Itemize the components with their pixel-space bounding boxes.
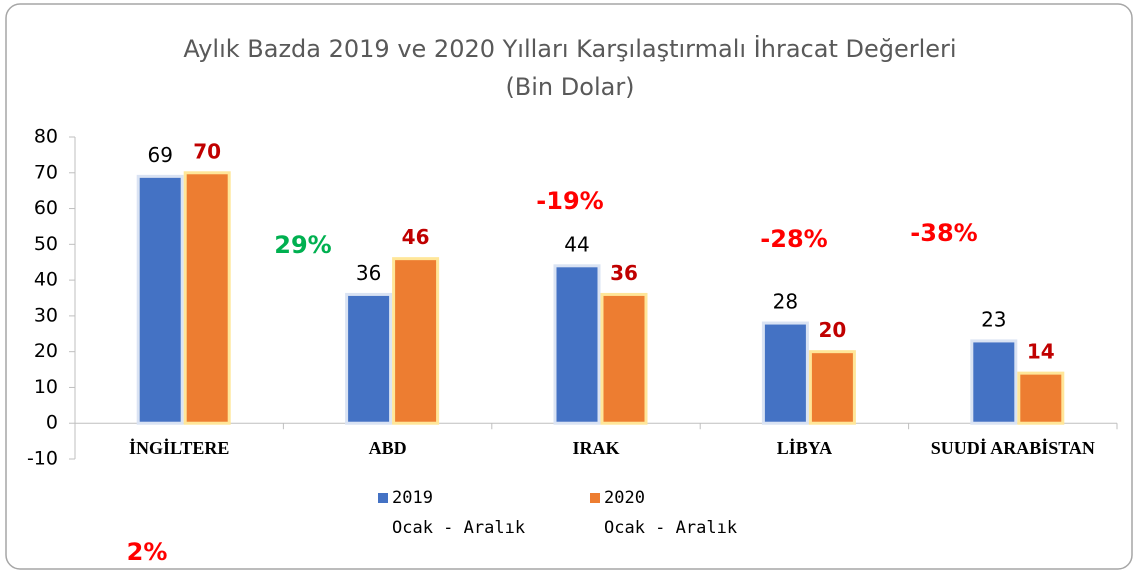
bar: [761, 321, 809, 425]
chart-subtitle: (Bin Dolar): [505, 73, 634, 101]
legend-label: 2019 Ocak - Aralık: [392, 488, 526, 538]
value-label: 70: [193, 139, 221, 163]
annotation: -28%: [760, 225, 827, 253]
legend-label: 2020 Ocak - Aralık: [604, 488, 738, 538]
bar: [1017, 371, 1065, 425]
y-tick-label: 0: [46, 412, 58, 434]
x-tick-label: ABD: [369, 438, 407, 458]
x-tick-label: IRAK: [572, 438, 619, 458]
bar: [136, 174, 184, 425]
value-label: 44: [564, 232, 589, 256]
annotation: -19%: [536, 187, 603, 215]
annotation: 2%: [127, 538, 168, 566]
bar: [808, 350, 856, 425]
y-tick-label: 50: [34, 233, 58, 255]
value-label: 20: [818, 318, 846, 342]
legend-swatch: [590, 493, 600, 503]
y-tick-label: 40: [34, 269, 58, 291]
annotation: -38%: [910, 219, 977, 247]
y-tick-label: -10: [27, 448, 58, 470]
annotation: 29%: [274, 231, 331, 259]
legend-swatch: [378, 493, 388, 503]
value-label: 36: [610, 261, 638, 285]
y-tick-label: 60: [34, 197, 58, 219]
bar: [600, 292, 648, 425]
x-tick-label: İNGİLTERE: [129, 438, 229, 458]
value-label: 36: [356, 261, 381, 285]
value-label: 46: [402, 225, 430, 249]
y-tick-label: 10: [34, 376, 58, 398]
bar: [345, 292, 393, 425]
y-tick-label: 30: [34, 304, 58, 326]
x-tick-label: SUUDİ ARABİSTAN: [931, 438, 1095, 458]
bar: [392, 257, 440, 425]
value-label: 28: [773, 290, 798, 314]
value-label: 23: [981, 307, 1006, 331]
y-tick-label: 80: [34, 126, 58, 148]
value-label: 69: [147, 143, 172, 167]
x-tick-label: LİBYA: [777, 438, 832, 458]
y-tick-label: 20: [34, 340, 58, 362]
value-label: 14: [1027, 340, 1055, 364]
bar: [553, 264, 601, 425]
chart-title: Aylık Bazda 2019 ve 2020 Yılları Karşıla…: [183, 34, 956, 63]
bar: [970, 339, 1018, 425]
y-tick-label: 70: [34, 161, 58, 183]
bar: [183, 171, 231, 425]
